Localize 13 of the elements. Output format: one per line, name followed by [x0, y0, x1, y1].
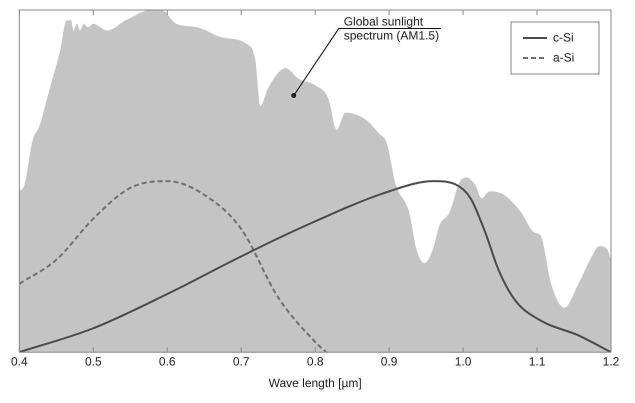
x-tick-label: 0.5	[84, 354, 102, 369]
x-tick-label: 0.7	[232, 354, 250, 369]
x-axis-title: Wave length [µm]	[268, 376, 362, 390]
legend-label: a-Si	[553, 50, 574, 64]
legend-label: c-Si	[553, 30, 574, 44]
x-tick-label: 0.9	[380, 354, 398, 369]
x-tick-label: 1.2	[602, 354, 620, 369]
x-tick-label: 1.0	[454, 354, 472, 369]
x-tick-label: 1.1	[528, 354, 546, 369]
x-tick-label: 0.4	[10, 354, 28, 369]
annotation: Global sunlight spectrum (AM1.5)	[344, 14, 440, 43]
x-tick-label: 0.8	[306, 354, 324, 369]
x-tick-label: 0.6	[158, 354, 176, 369]
